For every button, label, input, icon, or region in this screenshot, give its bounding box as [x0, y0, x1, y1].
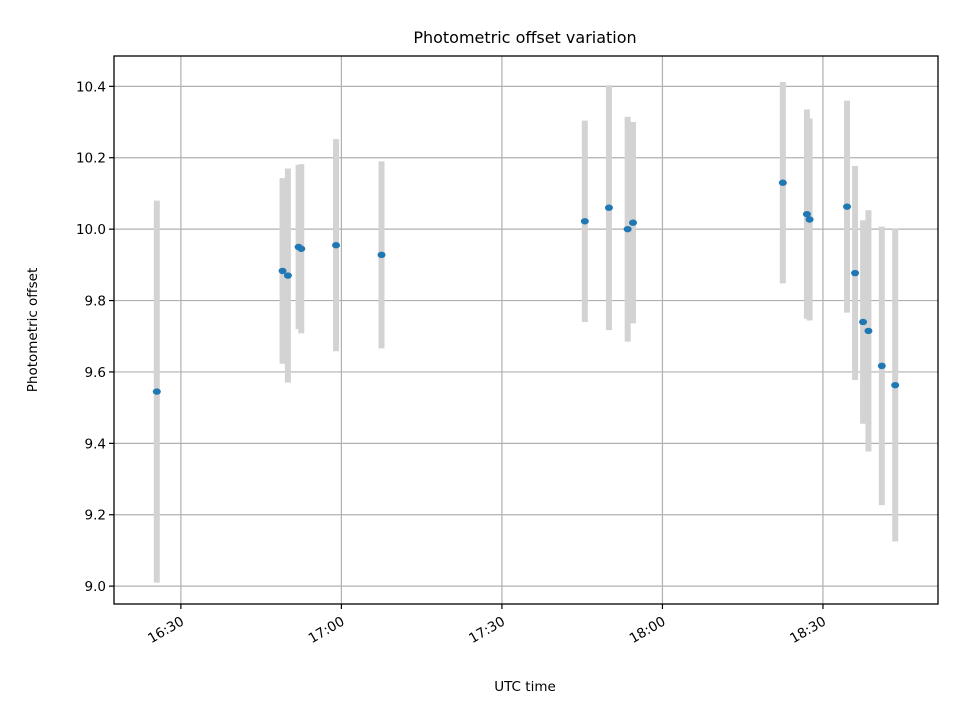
x-axis-label: UTC time [494, 679, 556, 695]
data-point [580, 218, 589, 225]
grid-lines [114, 56, 938, 604]
data-point [377, 251, 386, 259]
y-tick-label: 9.4 [85, 436, 106, 452]
y-tick-label: 10.0 [76, 222, 106, 238]
data-point [877, 362, 886, 370]
data-point [843, 203, 852, 210]
plot-frame [113, 55, 939, 605]
y-tick-label: 9.2 [85, 508, 106, 524]
chart-title: Photometric offset variation [413, 28, 636, 47]
y-axis-label: Photometric offset [25, 268, 41, 392]
y-tick-label: 9.8 [85, 294, 106, 310]
data-point [332, 242, 341, 249]
y-tick-label: 9.0 [85, 579, 106, 595]
data-point [805, 216, 814, 223]
y-tick-label: 10.2 [76, 151, 106, 167]
data-point [283, 272, 292, 279]
y-tick-label: 10.4 [76, 79, 106, 95]
data-point [851, 269, 860, 277]
data-point [802, 210, 811, 218]
data-point [278, 267, 287, 275]
data-point [623, 225, 632, 233]
data-point [778, 179, 787, 186]
y-tick-label: 9.6 [85, 365, 106, 381]
data-point [629, 219, 638, 226]
data-point [864, 327, 873, 335]
y-axis-ticks: 9.0 9.2 9.4 9.6 9.8 10.0 10.2 10.4 [76, 79, 114, 595]
data-point [152, 388, 161, 395]
data-point [859, 318, 868, 326]
data-point [891, 381, 900, 389]
data-points [152, 179, 900, 395]
data-point [297, 245, 306, 252]
data-point [604, 204, 613, 211]
